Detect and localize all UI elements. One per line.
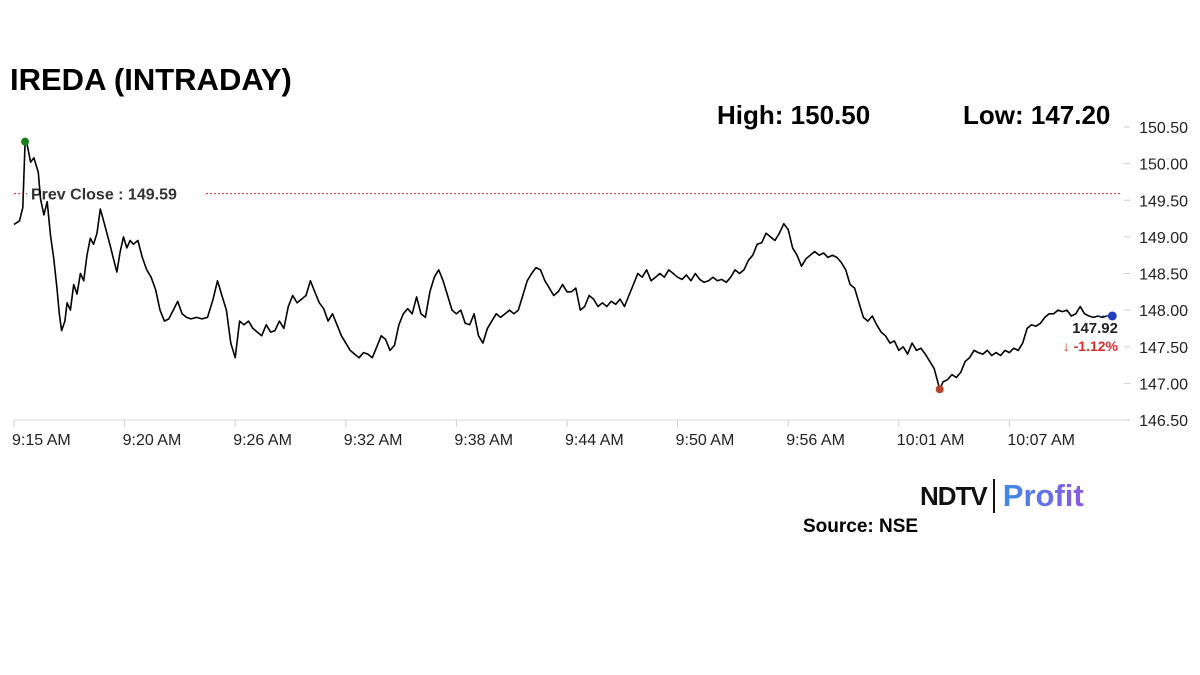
logo-ndtv: NDTV [920,480,988,511]
x-tick-label: 9:50 AM [676,432,735,449]
low-point-dot [935,385,944,394]
chart-title: IREDA (INTRADAY) [10,62,292,97]
x-tick-label: 10:01 AM [897,432,965,449]
prev-close-label: Prev Close : 149.59 [31,187,177,204]
change-percent-label: ↓ -1.12% [1063,338,1119,354]
series-layer [13,140,1113,390]
y-tick-label: 148.00 [1139,303,1188,320]
logo-divider [992,479,995,513]
prev-close-layer: Prev Close : 149.59 [14,182,1120,205]
y-tick-label: 147.00 [1139,376,1188,393]
y-tick-label: 148.50 [1139,267,1188,284]
y-tick-label: 149.00 [1139,230,1188,247]
y-tick-label: 150.00 [1139,157,1188,174]
source-note: Source: NSE [803,516,919,537]
y-tick-label: 146.50 [1139,413,1188,430]
y-tick-label: 149.50 [1139,193,1188,210]
last-price-dot [1107,311,1117,321]
prev-close-label-bg [27,182,205,205]
x-tick-label: 9:15 AM [12,432,71,449]
last-price-label: 147.92 [1072,320,1118,337]
x-tick-label: 9:26 AM [233,432,292,449]
x-tick-label: 10:07 AM [1007,432,1075,449]
low-value: Low: 147.20 [963,100,1111,130]
markers-layer: 147.92↓ -1.12% [21,137,1119,394]
ndtv-profit-logo: NDTV Profit [920,478,1084,514]
high-value: High: 150.50 [717,100,871,130]
x-tick-label: 9:38 AM [454,432,513,449]
logo-profit: Profit [1002,478,1084,513]
x-tick-label: 9:56 AM [786,432,845,449]
price-line [13,140,1113,390]
x-tick-label: 9:44 AM [565,432,624,449]
y-tick-label: 150.50 [1139,120,1188,137]
y-tick-label: 147.50 [1139,340,1188,357]
high-point-dot [21,137,30,146]
x-tick-label: 9:32 AM [344,432,403,449]
axes-layer: 150.50 150.00 149.50 149.00 148.50 148.00 147.… [12,120,1188,449]
x-tick-label: 9:20 AM [123,432,182,449]
